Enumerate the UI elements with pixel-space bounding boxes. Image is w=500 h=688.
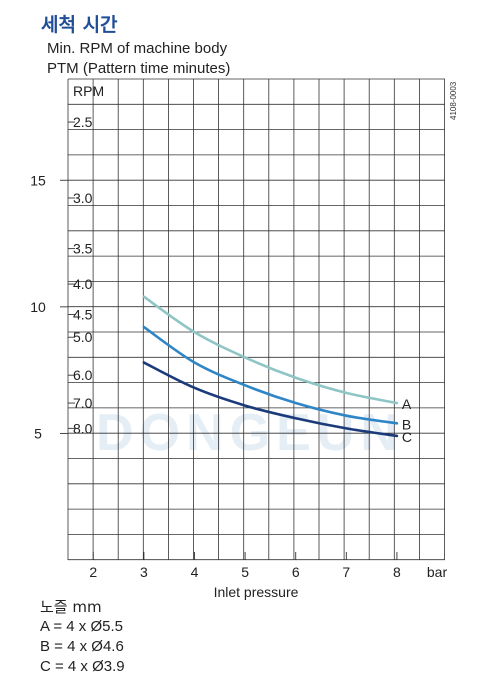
chart-series [142,295,399,438]
x-axis-label: Inlet pressure [214,584,299,600]
x-tick-label: 2 [89,564,97,580]
legend-item-c: C = 4 x Ø3.9 [40,658,125,675]
ptm-tick-label: 4.5 [73,306,93,322]
x-unit-label: bar [427,564,448,580]
x-tick-label: 6 [292,564,300,580]
rpm-axis-label: RPM [73,83,104,99]
page-title: 세척 시간 [41,14,118,36]
ptm-tick-label: 5.0 [73,329,93,345]
rpm-tick-label: 5 [34,425,42,441]
chart-labels: RPM 5 10 15 2.5 3.0 3.5 4.0 4.5 5.0 6.0 7.0 8.0 2 3 4 5 6… [30,83,447,600]
ptm-tick-label: 4.0 [73,276,93,292]
x-tick-label: 7 [342,564,350,580]
ptm-tick-label: 2.5 [73,114,93,130]
x-tick-label: 4 [191,564,199,580]
legend-item-b: B = 4 x Ø4.6 [40,638,124,655]
ptm-tick-label: 7.0 [73,395,93,411]
legend-item-a: A = 4 x Ø5.5 [40,618,123,635]
x-tick-label: 5 [241,564,249,580]
ptm-tick-label: 3.5 [73,241,93,257]
rpm-tick-label: 15 [30,172,46,188]
series-line-a [142,295,399,405]
series-label-a: A [402,396,412,412]
ptm-tick-label: 8.0 [73,420,93,436]
series-label-b: B [402,416,411,432]
ptm-subtitle: PTM (Pattern time minutes) [47,60,231,77]
series-line-c [142,361,399,438]
x-tick-label: 3 [140,564,148,580]
x-tick-label: 8 [393,564,401,580]
ptm-tick-label: 6.0 [73,367,93,383]
rpm-tick-label: 10 [30,299,46,315]
nozzle-label: 노즐 mm [40,598,102,616]
rpm-subtitle: Min. RPM of machine body [47,40,228,57]
chart-grid [67,78,445,561]
series-line-b [142,325,399,425]
series-label-c: C [402,429,412,445]
ptm-tick-label: 3.0 [73,190,93,206]
